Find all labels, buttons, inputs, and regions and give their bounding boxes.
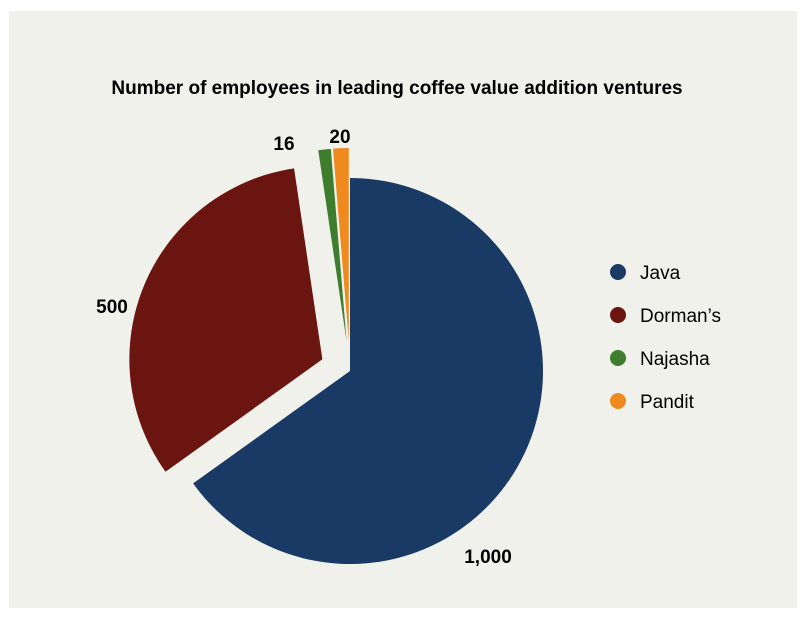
legend-marker <box>610 393 626 409</box>
legend-marker <box>610 307 626 323</box>
pie-slices <box>129 148 544 564</box>
pie-slice-dorman-s <box>129 168 323 472</box>
data-label: 500 <box>96 297 128 318</box>
legend: Java Dorman’s Najasha Pandit <box>610 263 721 413</box>
chart-title: Number of employees in leading coffee va… <box>111 78 682 99</box>
pie-slice-java <box>193 178 544 564</box>
pie-slice-najasha <box>318 148 347 342</box>
legend-label: Pandit <box>640 392 695 413</box>
data-label: 16 <box>273 134 294 155</box>
pie-slice-pandit <box>333 148 349 342</box>
legend-label: Najasha <box>640 349 710 370</box>
legend-marker <box>610 264 626 280</box>
data-label: 20 <box>329 127 350 148</box>
data-labels: 1,000 500 16 20 <box>96 127 512 568</box>
data-label: 1,000 <box>464 547 512 568</box>
legend-label: Java <box>640 263 681 284</box>
legend-marker <box>610 350 626 366</box>
legend-label: Dorman’s <box>640 306 721 327</box>
